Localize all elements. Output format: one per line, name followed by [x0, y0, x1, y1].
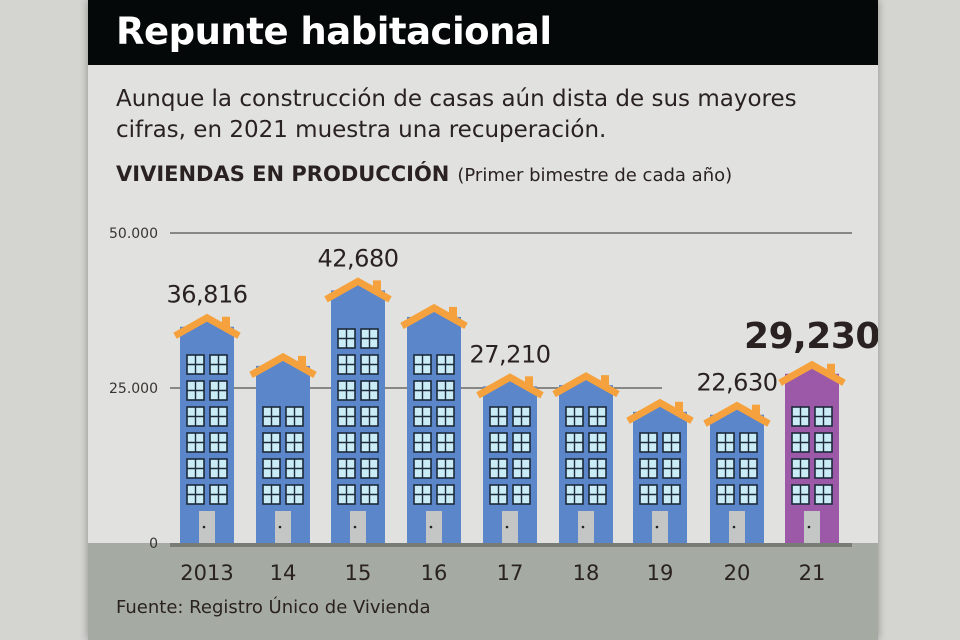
data-label: 22,630 [697, 369, 778, 397]
building-bar [552, 372, 620, 543]
door-knob [655, 525, 659, 529]
door [652, 511, 668, 543]
building-bar [324, 277, 392, 543]
door [729, 511, 745, 543]
roof [778, 360, 846, 386]
roof [626, 398, 694, 424]
door-knob [429, 525, 433, 529]
building-bar [703, 401, 771, 543]
y-tick-label: 25.000 [109, 381, 158, 397]
source-note: Fuente: Registro Único de Vivienda [116, 597, 431, 618]
roof [552, 372, 620, 398]
door [502, 511, 518, 543]
door [199, 511, 215, 543]
chimney [525, 376, 533, 387]
chart-subtitle: (Primer bimestre de cada año) [457, 165, 733, 186]
chart-title: VIVIENDAS EN PRODUCCIÓN [116, 162, 450, 186]
baseline [170, 543, 852, 547]
chimney [675, 401, 683, 412]
page-title: Repunte habitacional [116, 10, 552, 53]
chart-title-row: VIVIENDAS EN PRODUCCIÓN (Primer bimestre … [116, 162, 732, 186]
building-bar [249, 352, 317, 543]
door-knob [581, 525, 585, 529]
door [578, 511, 594, 543]
building-bar [476, 373, 544, 543]
door [804, 511, 820, 543]
x-tick-label: 2013 [180, 561, 233, 585]
roof [249, 352, 317, 378]
x-tick-label: 20 [724, 561, 751, 585]
building-bar [626, 398, 694, 543]
chimney [601, 375, 609, 386]
y-tick-label: 0 [149, 536, 158, 552]
roof [703, 401, 771, 427]
chimney [827, 363, 835, 374]
data-label: 29,230 [744, 316, 878, 357]
building-bar [778, 360, 846, 543]
data-label: 42,680 [318, 244, 399, 272]
chart: 0 25.000 50.000 36,816 2013 14 42,680 15 16 27,21… [88, 226, 878, 640]
door [275, 511, 291, 543]
door-knob [505, 525, 509, 529]
door-knob [807, 525, 811, 529]
subtitle: Aunque la construcción de casas aún dist… [116, 86, 797, 143]
door-knob [278, 525, 282, 529]
x-tick-label: 18 [573, 561, 600, 585]
roof [324, 277, 392, 303]
door-knob [732, 525, 736, 529]
data-label: 36,816 [167, 281, 248, 309]
x-tick-label: 15 [345, 561, 372, 585]
data-label: 27,210 [470, 340, 551, 368]
door-knob [202, 525, 206, 529]
x-tick-label: 17 [497, 561, 524, 585]
x-tick-label: 21 [799, 561, 826, 585]
chimney [222, 316, 230, 327]
chimney [752, 404, 760, 415]
chimney [298, 355, 306, 366]
roof [476, 373, 544, 399]
door [426, 511, 442, 543]
chimney [373, 280, 381, 291]
building-bar [400, 303, 468, 543]
roof [400, 303, 468, 329]
footer-band [88, 543, 878, 640]
x-tick-label: 19 [647, 561, 674, 585]
building-bar [173, 313, 241, 543]
infographic-panel: Repunte habitacional Aunque la construcc… [88, 0, 878, 640]
door [350, 511, 366, 543]
x-tick-label: 16 [421, 561, 448, 585]
door-knob [353, 525, 357, 529]
y-tick-label: 50.000 [109, 226, 158, 242]
building-body [407, 316, 461, 543]
x-tick-label: 14 [270, 561, 297, 585]
chimney [449, 306, 457, 317]
roof [173, 313, 241, 339]
header-bar: Repunte habitacional [88, 0, 878, 65]
